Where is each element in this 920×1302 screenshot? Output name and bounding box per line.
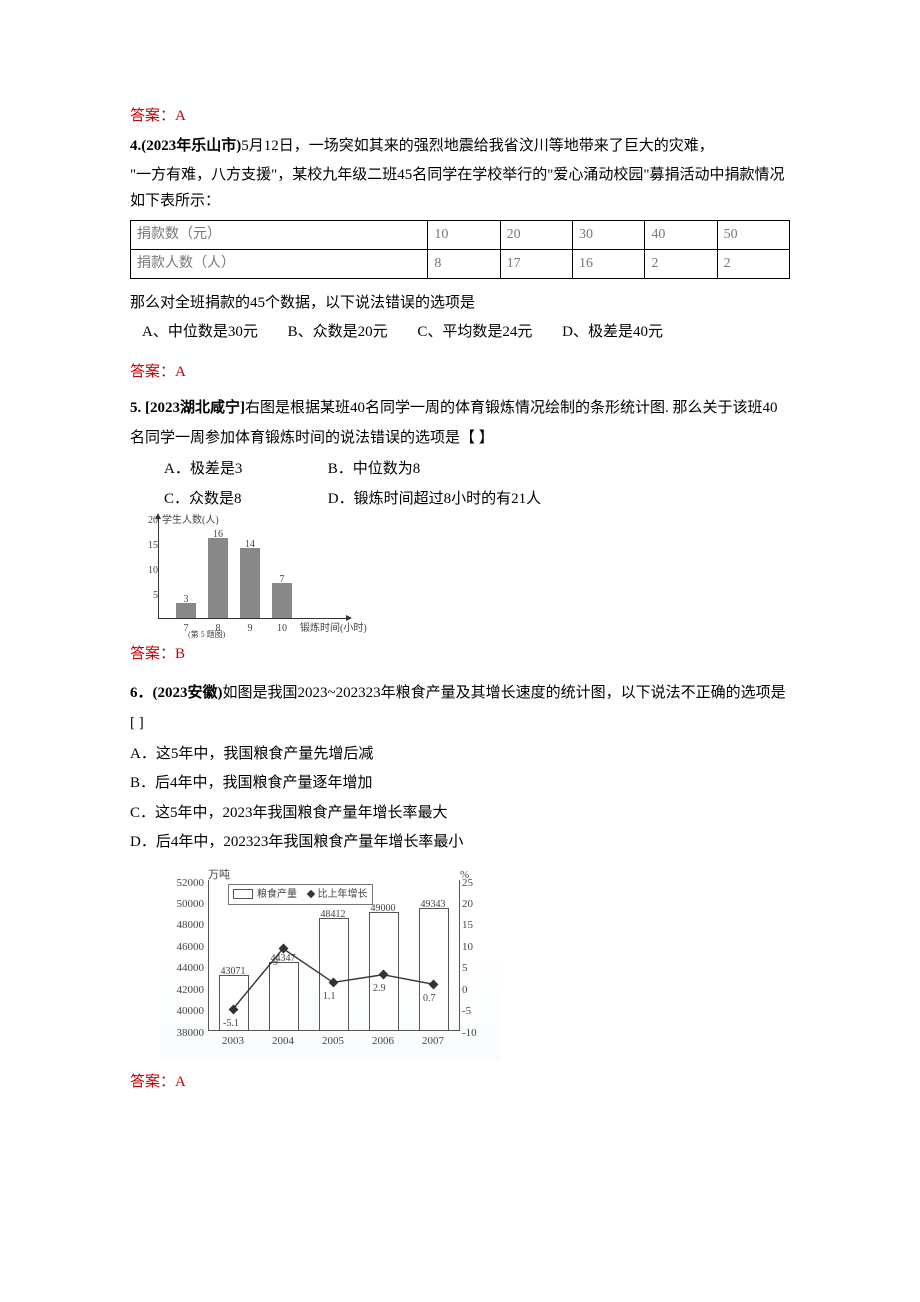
- q5-answer: 答案：B: [130, 642, 790, 668]
- y-tick-left: 50000: [166, 895, 204, 914]
- q6-option-d: D．后4年中，202323年我国粮食产量年增长率最小: [130, 830, 790, 856]
- cell: 20: [500, 221, 572, 250]
- y-tick-left: 48000: [166, 916, 204, 935]
- cell: 17: [500, 249, 572, 278]
- y-tick-right: -5: [462, 1002, 492, 1021]
- bar-value: 7: [272, 571, 292, 588]
- y-tick: 15: [144, 537, 158, 554]
- q6-option-b: B．后4年中，我国粮食产量逐年增加: [130, 771, 790, 797]
- cell: 8: [428, 249, 500, 278]
- y-tick-right: 20: [462, 895, 492, 914]
- q5-intro: 5. [2023湖北咸宁]右图是根据某班40名同学一周的体育锻炼情况绘制的条形统…: [130, 393, 790, 453]
- q5-option-d: D．锻炼时间超过8小时的有21人: [328, 491, 541, 507]
- bar-category: 10: [272, 620, 292, 637]
- q3-answer: 答案：A: [130, 104, 790, 130]
- cell: 16: [573, 249, 645, 278]
- category-label: 2003: [215, 1032, 251, 1051]
- q5-options-1: A．极差是3 B．中位数为8: [164, 457, 790, 483]
- q4-option-c: C、平均数是24元: [417, 320, 532, 346]
- point-value: -5.1: [223, 1015, 239, 1032]
- q4-heading: 4.(2023年乐山市): [130, 138, 241, 154]
- legend: 粮食产量 比上年增长: [228, 884, 373, 905]
- q4-option-d: D、极差是40元: [562, 320, 663, 346]
- table-row: 捐款数（元） 10 20 30 40 50: [131, 221, 790, 250]
- y-tick-left: 52000: [166, 874, 204, 893]
- category-label: 2006: [365, 1032, 401, 1051]
- category-label: 2007: [415, 1032, 451, 1051]
- cell: 50: [717, 221, 789, 250]
- cell: 40: [645, 221, 717, 250]
- y-tick-left: 46000: [166, 938, 204, 957]
- point-value: 0.7: [423, 990, 436, 1007]
- legend-bar-label: 粮食产量: [257, 889, 297, 900]
- chart-caption: (第 5 题图): [188, 628, 225, 642]
- table-row: 捐款人数（人） 8 17 16 2 2: [131, 249, 790, 278]
- q5-option-a: A．极差是3: [164, 457, 324, 483]
- y-tick-right: -10: [462, 1024, 492, 1043]
- cell: 30: [573, 221, 645, 250]
- cell: 2: [645, 249, 717, 278]
- q4-options: A、中位数是30元 B、众数是20元 C、平均数是24元 D、极差是40元: [130, 320, 790, 346]
- y-tick-left: 38000: [166, 1024, 204, 1043]
- cell: 10: [428, 221, 500, 250]
- q5-option-b: B．中位数为8: [328, 461, 421, 477]
- q4-intro2: "一方有难，八方支援"，某校九年级二班45名同学在学校举行的"爱心涌动校园"募捐…: [130, 163, 790, 214]
- q5-option-c: C．众数是8: [164, 487, 324, 513]
- bar-value: 14: [240, 536, 260, 553]
- y-tick: 5: [144, 587, 158, 604]
- y-tick: 20: [144, 512, 158, 529]
- y-tick-left: 42000: [166, 981, 204, 1000]
- y-tick-right: 25: [462, 874, 492, 893]
- q6-option-a: A．这5年中，我国粮食产量先增后减: [130, 742, 790, 768]
- cell: 捐款人数（人）: [131, 249, 428, 278]
- q5-options-2: C．众数是8 D．锻炼时间超过8小时的有21人: [164, 487, 790, 513]
- legend-swatch-bar: [233, 889, 253, 899]
- q4-table: 捐款数（元） 10 20 30 40 50 捐款人数（人） 8 17 16 2 …: [130, 220, 790, 279]
- y-tick-left: 44000: [166, 959, 204, 978]
- y-axis: [158, 518, 159, 618]
- y-tick-right: 10: [462, 938, 492, 957]
- y-tick-right: 15: [462, 916, 492, 935]
- q4-option-b: B、众数是20元: [288, 320, 388, 346]
- q4-intro1: 4.(2023年乐山市)5月12日，一场突如其来的强烈地震给我省汶川等地带来了巨…: [130, 134, 790, 160]
- point-value: 9: [273, 954, 278, 971]
- legend-line-label: 比上年增长: [318, 889, 368, 900]
- q4-option-a: A、中位数是30元: [142, 320, 258, 346]
- q4-question: 那么对全班捐款的45个数据，以下说法错误的选项是: [130, 291, 790, 317]
- q6-chart: 万吨 % 38000400004200044000460004800050000…: [160, 870, 500, 1060]
- q5-chart: 学生人数(人) 锻炼时间(小时) 5101520 37168149710 (第 …: [140, 518, 370, 638]
- y-tick-right: 0: [462, 981, 492, 1000]
- q6-heading: 6．(2023安徽): [130, 685, 223, 701]
- q6-intro: 6．(2023安徽)如图是我国2023~202323年粮食产量及其增长速度的统计…: [130, 678, 790, 738]
- q6-answer: 答案：A: [130, 1070, 790, 1096]
- bar-category: 9: [240, 620, 260, 637]
- y-tick: 10: [144, 562, 158, 579]
- x-label: 锻炼时间(小时): [300, 620, 367, 637]
- bar-value: 16: [208, 526, 228, 543]
- cell: 捐款数（元）: [131, 221, 428, 250]
- q5-heading: 5. [2023湖北咸宁]: [130, 400, 245, 416]
- q6-intro-text: 如图是我国2023~202323年粮食产量及其增长速度的统计图，以下说法不正确的…: [130, 685, 786, 731]
- y-tick-left: 40000: [166, 1002, 204, 1021]
- cell: 2: [717, 249, 789, 278]
- point-value: 2.9: [373, 980, 386, 997]
- category-label: 2005: [315, 1032, 351, 1051]
- q4-answer: 答案：A: [130, 360, 790, 386]
- bar: [272, 583, 292, 618]
- y-tick-right: 5: [462, 959, 492, 978]
- legend-marker-diamond: [306, 890, 314, 898]
- x-axis: [158, 618, 348, 619]
- point-value: 1.1: [323, 988, 336, 1005]
- category-label: 2004: [265, 1032, 301, 1051]
- bar: [240, 548, 260, 618]
- bar-value: 3: [176, 591, 196, 608]
- q6-option-c: C．这5年中，2023年我国粮食产量年增长率最大: [130, 801, 790, 827]
- q4-intro1-text: 5月12日，一场突如其来的强烈地震给我省汶川等地带来了巨大的灾难，: [241, 138, 714, 154]
- bar: [208, 538, 228, 618]
